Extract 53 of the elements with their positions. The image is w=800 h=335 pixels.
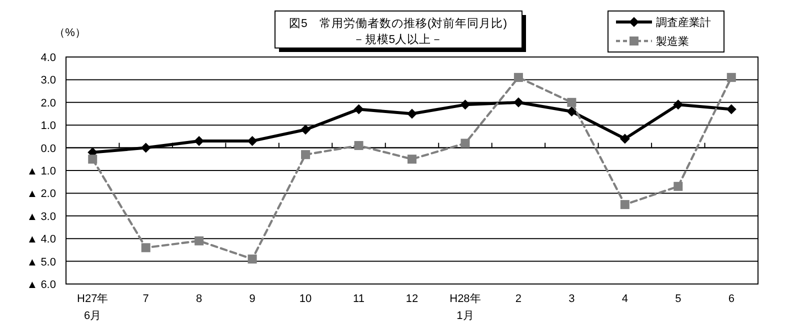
x-tick-label: 11	[353, 293, 364, 305]
y-tick-label: 0.0	[40, 142, 56, 155]
point	[248, 254, 257, 264]
x-tick-label: 5	[675, 293, 682, 305]
point	[194, 236, 204, 246]
y-tick-label: ▲ 6.0	[26, 279, 56, 291]
point	[460, 100, 470, 110]
x-tick-label: 7	[142, 293, 149, 305]
y-axis-title: （%）	[54, 27, 86, 39]
x-tick-label: 2	[515, 293, 522, 305]
point	[726, 72, 736, 82]
y-tick-label: 3.0	[40, 74, 56, 87]
y-tick-label: ▲ 5.0	[26, 256, 56, 268]
x-tick-label: 12	[406, 293, 418, 305]
point	[300, 124, 311, 135]
y-tick-label: ▲ 3.0	[26, 210, 56, 223]
point	[673, 100, 684, 110]
point	[566, 106, 577, 116]
point	[88, 154, 98, 164]
point	[140, 142, 151, 153]
point	[407, 108, 417, 119]
chart-title: 図5 常用労働者数の推移(対前年同月比)	[288, 16, 508, 30]
point	[726, 104, 736, 114]
point	[408, 154, 416, 164]
point	[674, 182, 683, 191]
y-tick-label: 4.0	[40, 52, 56, 64]
x-tick-label: H28年 1月	[450, 293, 481, 322]
point	[141, 243, 150, 252]
point	[354, 104, 364, 114]
x-tick-label: 9	[249, 293, 256, 305]
legend-label: 調査産業計	[656, 16, 711, 29]
y-tick-label: ▲ 1.0	[26, 166, 56, 178]
x-tick-label: 10	[299, 293, 312, 305]
x-tick-label: 4	[622, 293, 628, 305]
point	[247, 136, 258, 146]
chart-subtitle: －規模5人以上－	[352, 33, 444, 46]
point	[513, 97, 524, 108]
point	[460, 138, 470, 148]
point	[620, 200, 630, 210]
x-tick-label: H27年 6月	[77, 293, 108, 322]
point	[354, 141, 364, 150]
y-tick-label: ▲ 4.0	[26, 234, 56, 246]
point	[567, 98, 576, 107]
x-tick-label: 8	[196, 293, 202, 305]
point	[620, 134, 630, 144]
legend-label: 製造業	[656, 35, 689, 48]
x-tick-label: 3	[568, 293, 575, 305]
point	[301, 150, 310, 160]
x-tick-label: 6	[728, 293, 734, 305]
y-tick-label: 1.0	[40, 120, 56, 132]
y-tick-label: 2.0	[40, 97, 56, 110]
point	[514, 72, 523, 82]
y-tick-label: ▲ 2.0	[26, 188, 56, 200]
